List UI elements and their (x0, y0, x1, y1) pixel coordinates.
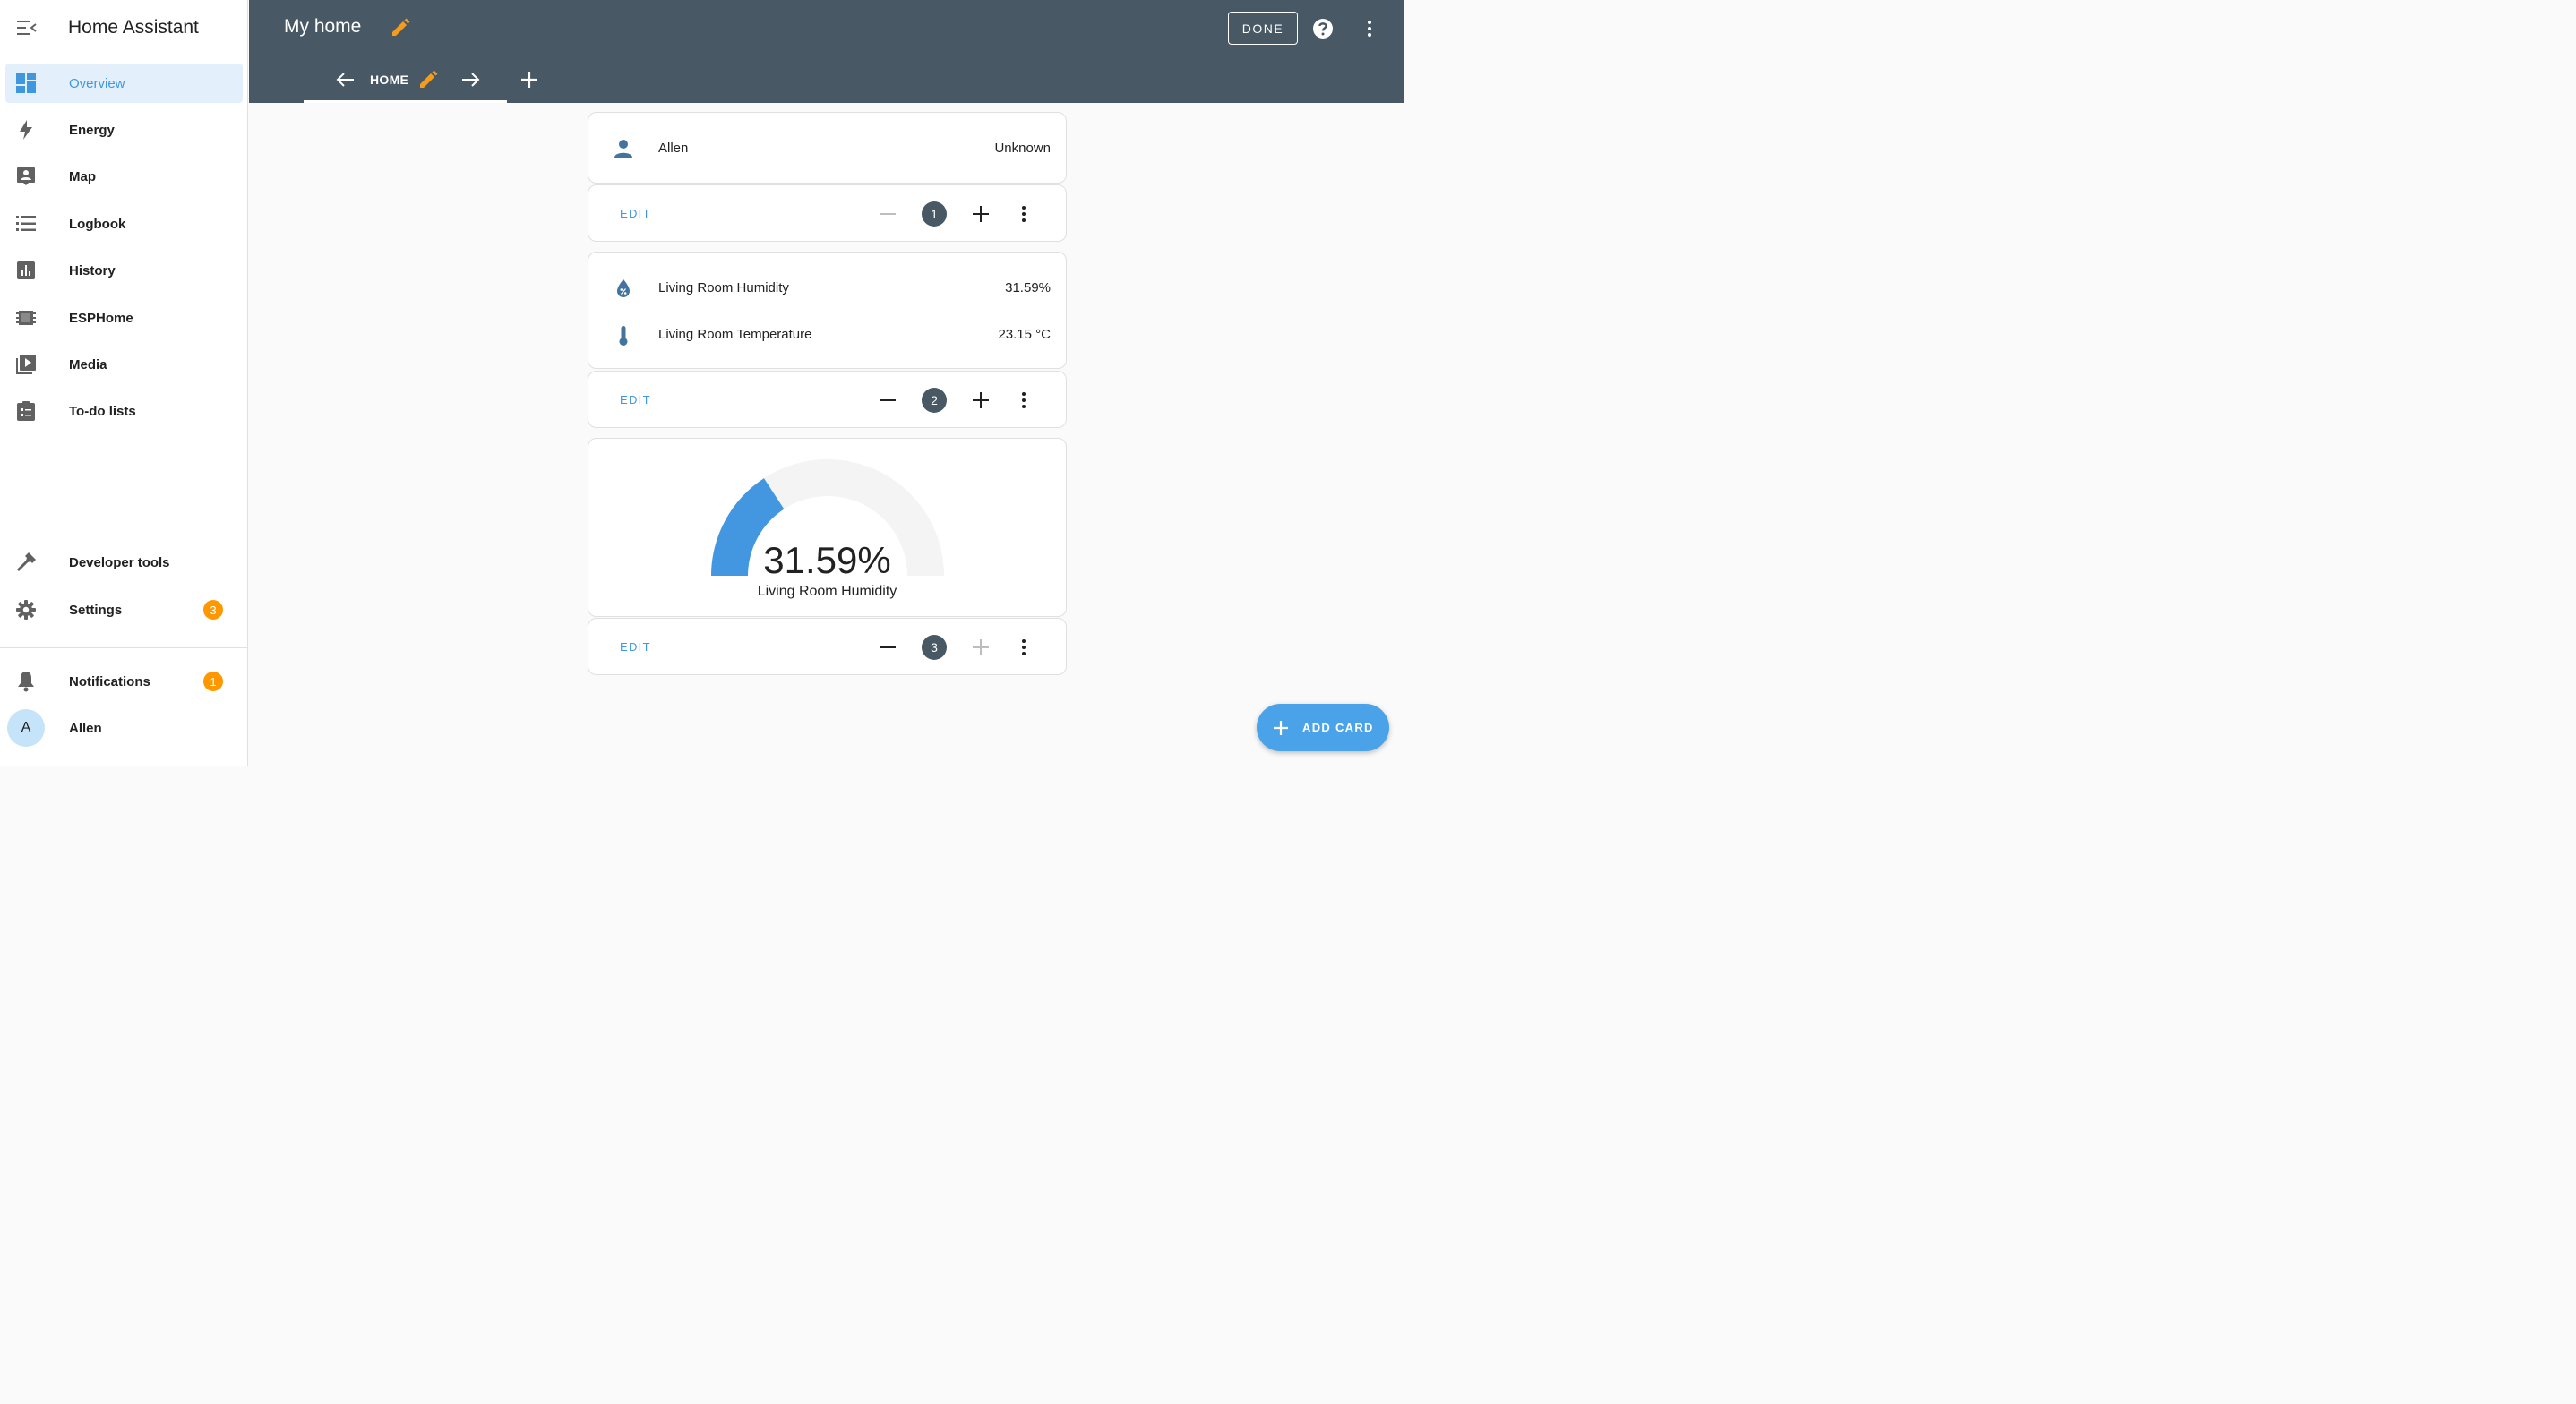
card-options-1: EDIT 1 (588, 184, 1067, 242)
more-options-icon[interactable] (1361, 18, 1378, 39)
sidebar-item-todo-lists[interactable]: To-do lists (5, 391, 243, 431)
sidebar-item-label: Settings (69, 602, 123, 618)
sidebar-item-label: Notifications (69, 673, 150, 689)
card-more-options-icon[interactable] (1017, 390, 1031, 411)
add-card-label: ADD CARD (1302, 721, 1374, 734)
sidebar-item-settings[interactable]: Settings 3 (5, 590, 243, 629)
dashboard-title: My home (284, 16, 362, 37)
person-icon (614, 139, 633, 158)
sidebar-item-logbook[interactable]: Logbook (5, 204, 243, 244)
sidebar-item-label: Media (69, 356, 107, 372)
move-card-down-icon[interactable] (970, 390, 992, 411)
lightning-icon (5, 120, 47, 140)
entity-row[interactable]: Living Room Humidity 31.59% (588, 270, 1066, 305)
sidebar-item-label: Allen (69, 720, 102, 736)
sidebar-item-label: Energy (69, 122, 115, 138)
sidebar-item-map[interactable]: Map (5, 157, 243, 196)
entities-card-living-room[interactable]: Living Room Humidity 31.59% Living Room … (588, 252, 1067, 369)
move-view-right-icon[interactable] (460, 70, 480, 90)
gauge-card[interactable]: 31.59% Living Room Humidity (588, 438, 1067, 617)
sidebar-item-developer-tools[interactable]: Developer tools (5, 543, 243, 582)
sidebar-divider (0, 647, 248, 648)
plus-icon (1272, 719, 1290, 737)
thermometer-icon (614, 325, 633, 347)
entity-row[interactable]: Allen Unknown (588, 130, 1066, 166)
sidebar-header: Home Assistant (0, 0, 247, 56)
sidebar-item-label: Map (69, 168, 96, 184)
gear-icon (5, 600, 47, 620)
edit-dashboard-pencil-icon[interactable] (391, 18, 410, 38)
move-card-up-icon[interactable] (877, 203, 898, 225)
chip-icon (5, 309, 47, 327)
sidebar-item-user[interactable]: A Allen (5, 708, 243, 748)
sidebar-item-label: To-do lists (69, 403, 136, 419)
entities-card-person[interactable]: Allen Unknown (588, 112, 1067, 184)
card-position-badge[interactable]: 2 (922, 388, 947, 413)
hammer-icon (5, 552, 47, 572)
menu-toggle-button[interactable] (0, 0, 54, 56)
bell-icon (5, 671, 47, 692)
help-icon[interactable] (1312, 18, 1334, 39)
settings-badge: 3 (203, 600, 223, 620)
active-tab-indicator (304, 100, 507, 103)
entity-state: Unknown (994, 140, 1051, 156)
user-avatar-wrapper: A (5, 709, 47, 747)
move-card-down-icon[interactable] (970, 203, 992, 225)
top-app-bar: My home DONE HOME (249, 0, 1404, 103)
map-icon (5, 167, 47, 186)
done-button[interactable]: DONE (1228, 12, 1298, 45)
edit-card-button[interactable]: EDIT (620, 393, 651, 407)
tab-label: HOME (370, 73, 409, 87)
gauge-label: Living Room Humidity (757, 584, 897, 599)
gauge-graphic (711, 459, 944, 576)
tab-home[interactable]: HOME (304, 57, 507, 103)
avatar: A (7, 709, 45, 747)
gauge-fill (711, 478, 785, 576)
media-icon (5, 355, 47, 374)
edit-card-button[interactable]: EDIT (620, 207, 651, 220)
card-options-2: EDIT 2 (588, 371, 1067, 428)
card-options-3: EDIT 3 (588, 618, 1067, 675)
sidebar: Home Assistant Overview Energy Map Logbo… (0, 0, 248, 766)
sidebar-item-label: Developer tools (69, 554, 170, 570)
card-position-badge[interactable]: 1 (922, 201, 947, 227)
entity-name: Living Room Humidity (658, 279, 789, 295)
add-view-plus-icon[interactable] (519, 70, 539, 90)
sidebar-item-media[interactable]: Media (5, 345, 243, 384)
menu-collapse-icon (17, 21, 37, 35)
sidebar-item-history[interactable]: History (5, 251, 243, 290)
card-more-options-icon[interactable] (1017, 637, 1031, 658)
move-view-left-icon[interactable] (336, 70, 356, 90)
move-card-up-icon[interactable] (877, 637, 898, 658)
entity-name: Allen (658, 140, 689, 156)
sidebar-item-energy[interactable]: Energy (5, 110, 243, 150)
edit-card-button[interactable]: EDIT (620, 640, 651, 654)
move-card-down-icon[interactable] (970, 637, 992, 658)
card-position-badge[interactable]: 3 (922, 635, 947, 660)
notifications-badge: 1 (203, 672, 223, 691)
app-title: Home Assistant (68, 17, 199, 38)
entity-name: Living Room Temperature (658, 326, 812, 342)
sidebar-item-label: Logbook (69, 216, 126, 232)
move-card-up-icon[interactable] (877, 390, 898, 411)
sidebar-item-label: History (69, 262, 116, 278)
add-card-button[interactable]: ADD CARD (1257, 704, 1389, 751)
dashboard-icon (5, 73, 47, 93)
humidity-icon (614, 278, 633, 298)
sidebar-item-notifications[interactable]: Notifications 1 (5, 662, 243, 701)
gauge-value: 31.59% (763, 539, 891, 581)
sidebar-item-esphome[interactable]: ESPHome (5, 298, 243, 338)
entity-state: 31.59% (1005, 279, 1051, 295)
card-more-options-icon[interactable] (1017, 203, 1031, 225)
sidebar-item-label: ESPHome (69, 310, 133, 326)
sidebar-item-overview[interactable]: Overview (5, 64, 243, 103)
logbook-icon (5, 216, 47, 232)
clipboard-list-icon (5, 401, 47, 421)
sidebar-item-label: Overview (69, 75, 125, 91)
history-chart-icon (5, 261, 47, 279)
edit-view-pencil-icon[interactable] (418, 70, 438, 90)
entity-row[interactable]: Living Room Temperature 23.15 °C (588, 316, 1066, 352)
entity-state: 23.15 °C (998, 326, 1051, 342)
